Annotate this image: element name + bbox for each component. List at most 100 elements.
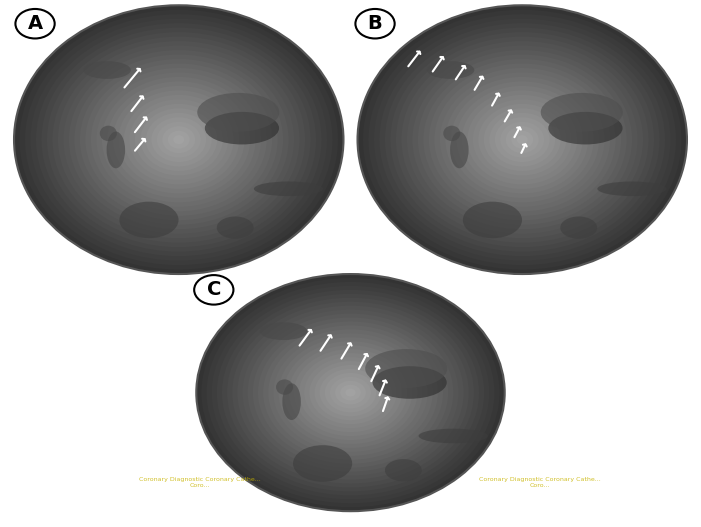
Ellipse shape: [358, 5, 687, 274]
Ellipse shape: [247, 314, 454, 472]
Ellipse shape: [489, 113, 555, 167]
Ellipse shape: [372, 366, 447, 399]
Ellipse shape: [140, 109, 217, 171]
Ellipse shape: [501, 122, 544, 158]
Text: A: A: [27, 14, 43, 33]
Ellipse shape: [418, 428, 488, 443]
Ellipse shape: [100, 125, 117, 141]
Ellipse shape: [58, 41, 299, 238]
Ellipse shape: [157, 122, 200, 158]
Ellipse shape: [423, 59, 621, 220]
Ellipse shape: [217, 290, 484, 495]
Ellipse shape: [365, 349, 447, 388]
Ellipse shape: [374, 18, 670, 260]
Ellipse shape: [260, 323, 307, 340]
Text: C: C: [207, 280, 221, 299]
Ellipse shape: [330, 377, 371, 408]
Ellipse shape: [36, 23, 322, 256]
Ellipse shape: [472, 99, 572, 180]
Text: B: B: [367, 14, 383, 33]
Ellipse shape: [320, 369, 381, 416]
Ellipse shape: [478, 104, 566, 175]
Ellipse shape: [129, 99, 229, 180]
Ellipse shape: [315, 365, 386, 421]
Ellipse shape: [385, 459, 422, 481]
Ellipse shape: [197, 93, 279, 132]
Ellipse shape: [456, 86, 588, 193]
Ellipse shape: [484, 109, 561, 171]
Ellipse shape: [135, 104, 223, 175]
Circle shape: [355, 9, 395, 38]
Ellipse shape: [253, 317, 448, 468]
Ellipse shape: [107, 81, 250, 198]
Ellipse shape: [335, 380, 366, 405]
Ellipse shape: [402, 41, 643, 238]
Ellipse shape: [31, 18, 327, 260]
Ellipse shape: [278, 337, 423, 448]
Ellipse shape: [91, 68, 266, 211]
Ellipse shape: [107, 132, 125, 168]
Ellipse shape: [268, 329, 433, 456]
Ellipse shape: [47, 32, 311, 247]
Ellipse shape: [238, 306, 463, 480]
Ellipse shape: [325, 373, 376, 412]
Ellipse shape: [151, 117, 206, 162]
Text: Coronary Diagnostic Coronary Cathe...
Coro...: Coronary Diagnostic Coronary Cathe... Co…: [479, 477, 601, 487]
Ellipse shape: [540, 93, 622, 132]
Ellipse shape: [254, 181, 323, 196]
Ellipse shape: [196, 274, 505, 511]
Ellipse shape: [273, 334, 428, 452]
Ellipse shape: [429, 63, 615, 216]
Ellipse shape: [232, 301, 469, 484]
Ellipse shape: [418, 54, 627, 225]
Ellipse shape: [340, 385, 361, 401]
Ellipse shape: [427, 61, 475, 79]
Ellipse shape: [385, 27, 660, 251]
Ellipse shape: [284, 341, 417, 444]
Ellipse shape: [146, 113, 212, 167]
Ellipse shape: [597, 181, 667, 196]
Ellipse shape: [14, 5, 343, 274]
Ellipse shape: [463, 202, 522, 238]
Ellipse shape: [41, 27, 316, 251]
Ellipse shape: [217, 217, 254, 239]
Ellipse shape: [124, 95, 233, 184]
Ellipse shape: [113, 86, 245, 193]
Ellipse shape: [299, 353, 402, 432]
Ellipse shape: [309, 361, 392, 424]
Ellipse shape: [173, 135, 184, 144]
Ellipse shape: [243, 310, 458, 475]
Ellipse shape: [283, 383, 301, 420]
Ellipse shape: [168, 131, 190, 149]
Ellipse shape: [346, 389, 355, 396]
Ellipse shape: [212, 286, 489, 500]
Ellipse shape: [462, 91, 583, 189]
Ellipse shape: [560, 217, 597, 239]
Ellipse shape: [53, 36, 305, 242]
Ellipse shape: [205, 112, 279, 144]
Ellipse shape: [102, 77, 256, 202]
Ellipse shape: [20, 9, 338, 269]
Ellipse shape: [440, 72, 604, 207]
Circle shape: [194, 275, 233, 305]
Ellipse shape: [64, 45, 294, 233]
Ellipse shape: [435, 68, 610, 211]
Ellipse shape: [304, 357, 397, 428]
Ellipse shape: [443, 125, 461, 141]
Ellipse shape: [163, 126, 195, 153]
Ellipse shape: [201, 278, 500, 507]
Ellipse shape: [517, 135, 528, 144]
Ellipse shape: [548, 112, 622, 144]
Ellipse shape: [450, 132, 468, 168]
Ellipse shape: [83, 61, 131, 79]
Ellipse shape: [369, 14, 676, 265]
Ellipse shape: [80, 59, 278, 220]
Ellipse shape: [396, 36, 648, 242]
Ellipse shape: [390, 32, 654, 247]
Ellipse shape: [468, 95, 577, 184]
Ellipse shape: [258, 321, 443, 464]
Ellipse shape: [294, 349, 407, 436]
Ellipse shape: [407, 45, 638, 233]
Ellipse shape: [363, 9, 681, 269]
Ellipse shape: [263, 325, 438, 460]
